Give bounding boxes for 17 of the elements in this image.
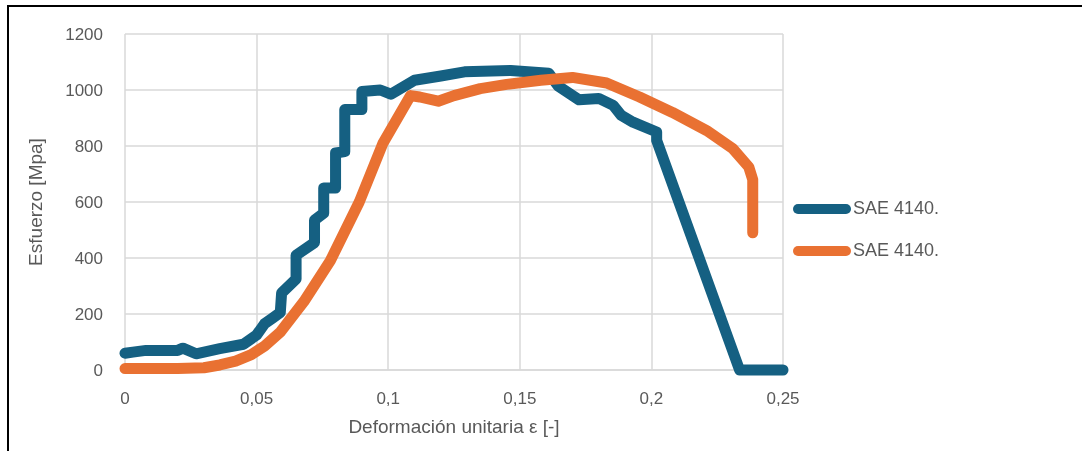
y-tick-label: 0 — [93, 360, 103, 380]
y-axis-title: Esfuerzo [Mpa] — [25, 138, 46, 266]
x-axis-title: Deformación unitaria ε [-] — [348, 416, 560, 437]
x-tick-label: 0,05 — [240, 389, 274, 408]
x-tick-label: 0,15 — [503, 389, 537, 408]
x-tick-label: 0,25 — [766, 389, 800, 408]
legend-label: SAE 4140. — [853, 240, 940, 261]
x-tick-label: 0,2 — [639, 389, 664, 408]
y-tick-label: 1200 — [65, 24, 103, 44]
y-tick-label: 200 — [74, 304, 103, 324]
y-tick-label: 600 — [74, 192, 103, 212]
y-tick-label: 800 — [74, 136, 103, 156]
y-tick-label: 400 — [74, 248, 103, 268]
x-tick-label: 0 — [120, 389, 130, 408]
legend-label: SAE 4140. — [853, 198, 940, 219]
y-tick-label: 1000 — [65, 80, 103, 100]
x-tick-label: 0,1 — [376, 389, 401, 408]
